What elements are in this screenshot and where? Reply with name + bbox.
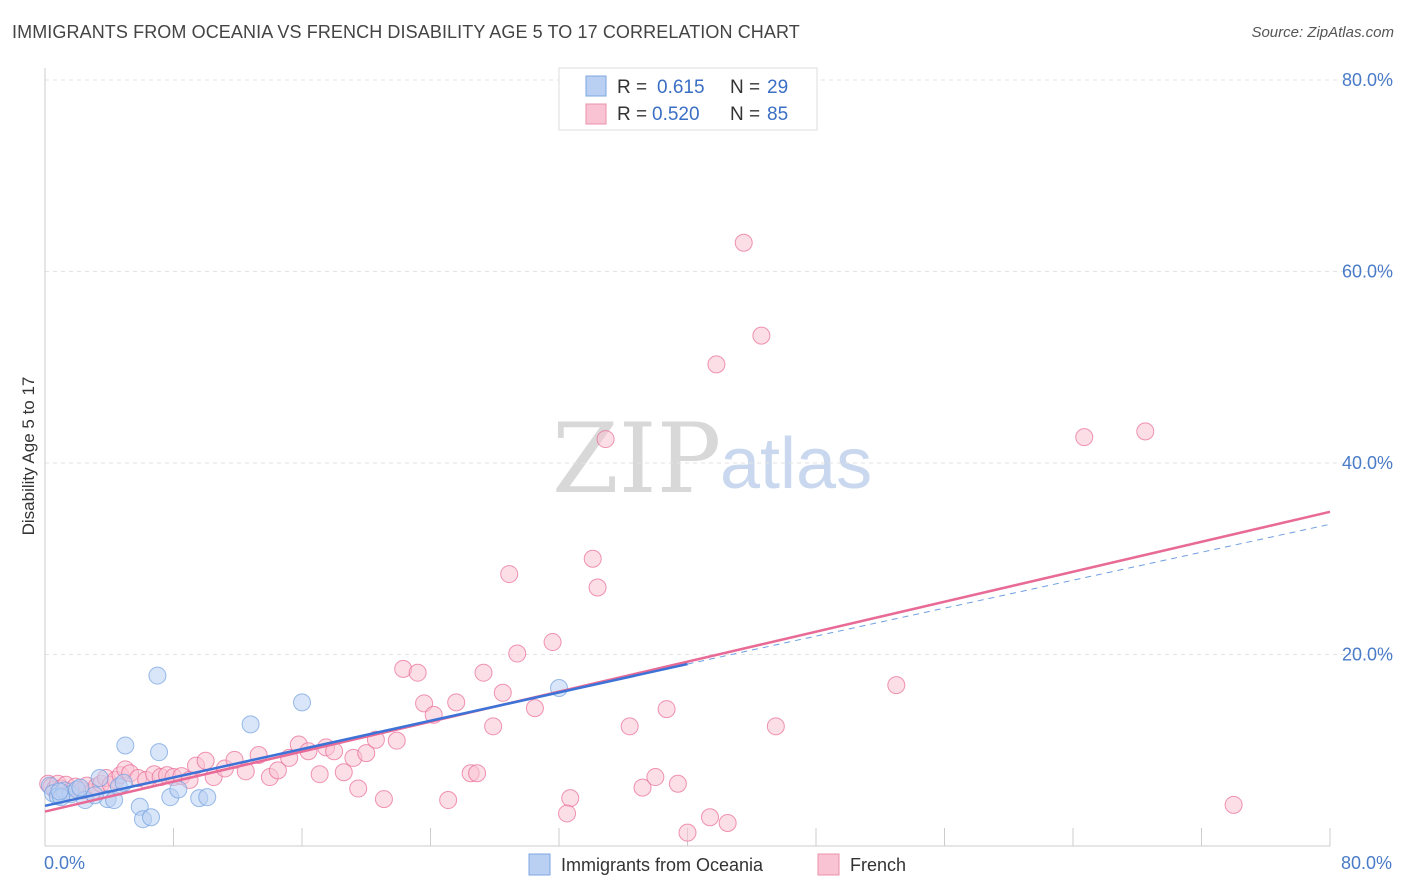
point-french xyxy=(447,693,466,712)
point-french xyxy=(543,633,562,652)
point-french xyxy=(236,762,255,781)
bottom-legend-label-oceania: Immigrants from Oceania xyxy=(561,855,764,875)
trend-line-oceania xyxy=(44,662,688,808)
bottom-legend-swatch-french xyxy=(817,853,840,876)
point-oceania xyxy=(90,769,109,788)
y-tick-label: 40.0% xyxy=(1342,453,1393,473)
point-french xyxy=(349,779,368,798)
point-french xyxy=(752,326,771,345)
point-french xyxy=(558,804,577,823)
point-french xyxy=(268,761,287,780)
point-oceania xyxy=(148,666,167,685)
point-french xyxy=(500,565,519,584)
point-oceania xyxy=(142,808,161,827)
trend-line-oceania-extrapolated xyxy=(687,523,1331,665)
y-tick-label: 80.0% xyxy=(1342,70,1393,90)
trend-lines xyxy=(44,510,1331,813)
legend-swatch-oceania xyxy=(585,75,607,97)
point-french xyxy=(468,764,487,783)
series-legend: Immigrants from Oceania French xyxy=(528,853,906,876)
point-oceania xyxy=(71,778,90,797)
y-tick-labels: 20.0% 40.0% 60.0% 80.0% xyxy=(1342,70,1393,665)
point-french xyxy=(474,663,493,682)
point-french xyxy=(493,683,512,702)
point-french xyxy=(1224,795,1243,814)
point-oceania xyxy=(241,715,260,734)
point-oceania xyxy=(198,788,217,807)
legend-r-label-oceania: R = xyxy=(617,77,647,98)
watermark-atlas: atlas xyxy=(720,424,872,504)
legend-n-label-oceania: N = xyxy=(730,77,760,98)
x-ticks xyxy=(44,828,1331,846)
point-oceania xyxy=(169,780,188,799)
point-french xyxy=(196,751,215,770)
bottom-legend-swatch-oceania xyxy=(528,853,551,876)
y-axis-title: Disability Age 5 to 17 xyxy=(19,377,38,536)
x-tick-label-max: 80.0% xyxy=(1341,853,1392,873)
correlation-legend: R = 0.615 N = 29 R = 0.520 N = 85 xyxy=(558,67,818,131)
point-french xyxy=(439,791,458,810)
point-french xyxy=(374,790,393,809)
point-french xyxy=(887,676,906,695)
chart-title: IMMIGRANTS FROM OCEANIA VS FRENCH DISABI… xyxy=(12,22,800,42)
y-tick-label: 20.0% xyxy=(1342,645,1393,665)
point-oceania xyxy=(293,693,311,712)
x-tick-label-min: 0.0% xyxy=(44,853,85,873)
legend-swatch-french xyxy=(585,103,607,125)
y-tick-label: 60.0% xyxy=(1342,262,1393,282)
point-french xyxy=(596,430,615,449)
point-french xyxy=(561,789,580,808)
data-points xyxy=(39,233,1243,842)
point-french xyxy=(718,814,737,833)
point-french xyxy=(408,663,427,682)
point-french xyxy=(588,578,607,597)
point-french xyxy=(415,694,434,713)
point-french xyxy=(668,774,687,793)
bottom-legend-label-french: French xyxy=(850,855,906,875)
legend-r-label-french: R = xyxy=(617,104,647,125)
point-french xyxy=(646,768,665,787)
source-label: Source: ZipAtlas.com xyxy=(1251,24,1394,41)
point-french xyxy=(678,823,697,842)
point-french xyxy=(387,731,406,750)
legend-n-value-french: 85 xyxy=(767,104,788,125)
point-oceania xyxy=(116,736,135,755)
legend-r-value-french: 0.520 xyxy=(652,104,700,125)
point-french xyxy=(1075,428,1094,447)
point-french xyxy=(620,717,639,736)
point-oceania xyxy=(50,782,69,801)
legend-n-label-french: N = xyxy=(730,104,760,125)
point-french xyxy=(657,700,676,719)
point-french xyxy=(766,717,785,736)
legend-r-value-oceania: 0.615 xyxy=(657,77,705,98)
point-french xyxy=(484,717,503,736)
point-oceania xyxy=(150,743,169,762)
point-french xyxy=(700,808,719,827)
point-french xyxy=(1136,422,1155,441)
point-french xyxy=(707,355,726,374)
point-french xyxy=(310,765,329,784)
point-french xyxy=(357,744,376,763)
point-french xyxy=(334,763,353,782)
point-french xyxy=(633,778,652,797)
point-french xyxy=(734,233,753,252)
point-french xyxy=(525,699,544,718)
trend-line-french xyxy=(44,510,1331,813)
point-french xyxy=(583,549,602,568)
legend-n-value-oceania: 29 xyxy=(767,77,788,98)
point-french xyxy=(508,644,527,663)
watermark-zip: ZIP xyxy=(552,403,721,515)
